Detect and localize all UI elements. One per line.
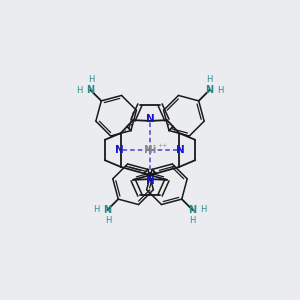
Text: H: H — [105, 216, 111, 225]
Text: H: H — [189, 216, 195, 225]
Text: H: H — [217, 86, 224, 95]
Text: N: N — [146, 114, 154, 124]
Text: N: N — [103, 205, 112, 215]
Text: H: H — [200, 205, 207, 214]
Text: N: N — [86, 85, 94, 95]
Text: N: N — [176, 145, 185, 155]
Text: ++: ++ — [157, 143, 167, 148]
Text: N: N — [206, 85, 214, 95]
Text: H: H — [206, 75, 212, 84]
Text: N: N — [115, 145, 124, 155]
Text: Ni: Ni — [144, 145, 156, 155]
Text: H: H — [76, 86, 83, 95]
Text: H: H — [88, 75, 94, 84]
Text: N: N — [146, 176, 154, 186]
Text: -: - — [158, 175, 161, 184]
Text: H: H — [93, 205, 100, 214]
Text: N: N — [188, 205, 197, 215]
